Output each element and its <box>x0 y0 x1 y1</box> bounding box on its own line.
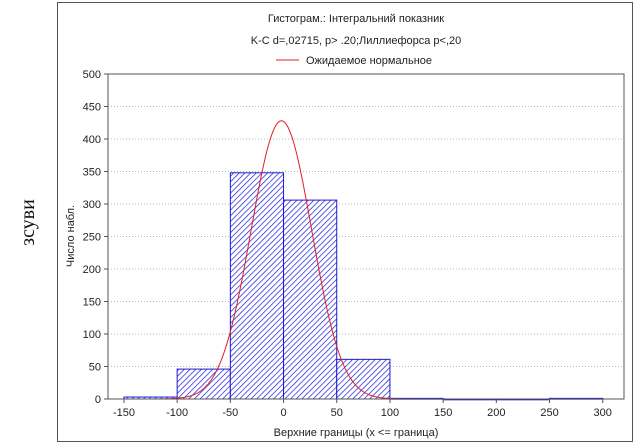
y-axis-label: Число набл. <box>65 205 77 267</box>
chart-panel: Гистограм.: Інтегральний показник K-C d=… <box>57 2 633 442</box>
histogram-bar <box>283 199 338 400</box>
normal-curve <box>108 120 624 399</box>
legend-label: Ожидаемое нормальное <box>306 55 432 67</box>
x-tick-label: 150 <box>434 407 452 419</box>
y-tick-label: 300 <box>83 199 101 211</box>
y-axis-ticks: 0 50 100 150 200 250 300 350 400 450 500 <box>83 69 108 406</box>
y-tick-label: 400 <box>83 134 101 146</box>
x-axis-ticks: -150 -100 -50 0 50 100 150 200 250 300 <box>113 399 612 419</box>
x-tick-label: 100 <box>381 407 399 419</box>
y-tick-label: 200 <box>83 264 101 276</box>
y-tick-label: 50 <box>89 362 101 374</box>
chart-subtitle: K-C d=,02715, p> .20;Лиллиефорса p<,20 <box>251 35 462 47</box>
y-tick-label: 500 <box>83 69 101 81</box>
y-tick-label: 450 <box>83 102 101 114</box>
x-tick-label: 0 <box>280 407 286 419</box>
x-tick-label: 50 <box>331 407 343 419</box>
x-tick-label: -100 <box>166 407 188 419</box>
x-tick-label: -50 <box>222 407 238 419</box>
y-tick-label: 100 <box>83 329 101 341</box>
x-tick-label: -150 <box>113 407 135 419</box>
histogram-bar <box>176 368 231 400</box>
y-tick-label: 150 <box>83 297 101 309</box>
y-tick-label: 350 <box>83 167 101 179</box>
y-tick-label: 250 <box>83 232 101 244</box>
x-axis-label: Верхние границы (x <= граница) <box>274 427 439 439</box>
side-label: зсуви <box>0 0 56 444</box>
x-tick-label: 250 <box>540 407 558 419</box>
x-tick-label: 200 <box>487 407 505 419</box>
histogram-chart: Гистограм.: Інтегральний показник K-C d=… <box>65 13 625 439</box>
y-tick-label: 0 <box>95 394 101 406</box>
x-tick-label: 300 <box>594 407 612 419</box>
histogram-bar <box>229 172 285 400</box>
chart-title: Гистограм.: Інтегральний показник <box>268 13 444 25</box>
histogram-bars <box>123 172 604 401</box>
histogram-bar <box>336 358 391 400</box>
side-label-text: зсуви <box>16 198 39 246</box>
grid-lines <box>108 106 624 367</box>
